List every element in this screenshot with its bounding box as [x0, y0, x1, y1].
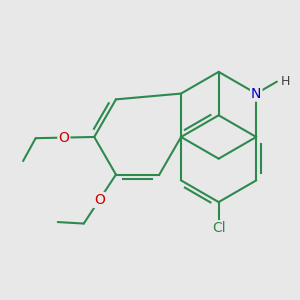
Text: H: H — [280, 75, 290, 88]
Text: N: N — [251, 87, 261, 100]
Text: O: O — [94, 193, 105, 207]
Text: O: O — [58, 130, 69, 145]
Text: Cl: Cl — [212, 221, 226, 235]
